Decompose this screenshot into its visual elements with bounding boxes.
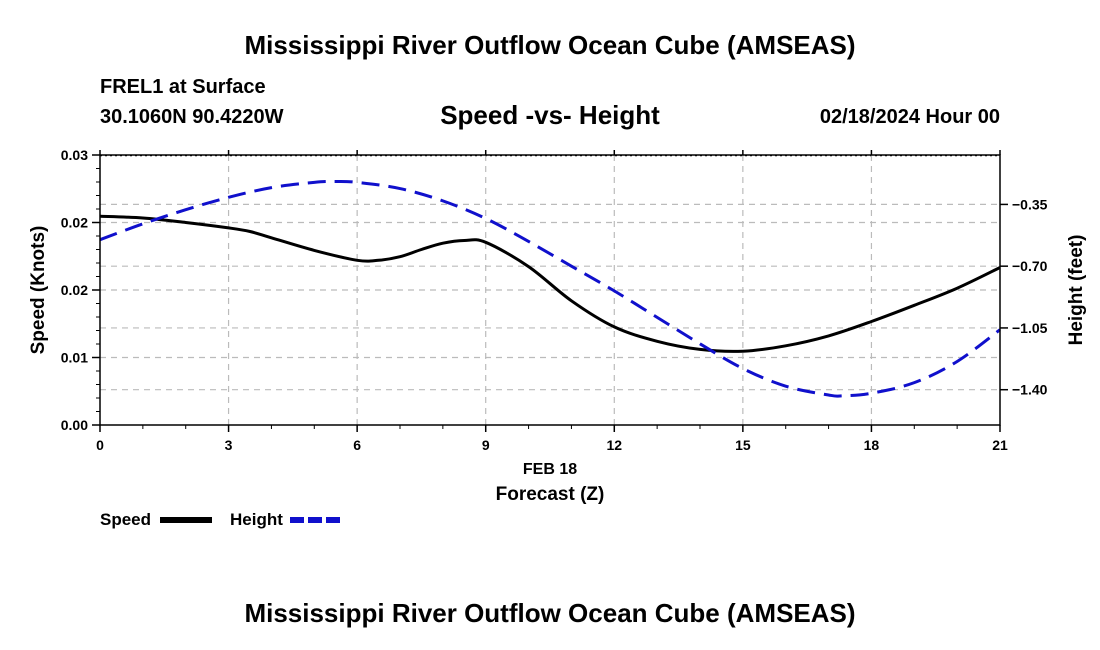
x-tick-label: 21 (992, 437, 1008, 453)
x-date-label: FEB 18 (523, 461, 577, 478)
x-tick-label: 15 (735, 437, 751, 453)
station-coordinates: 30.1060N 90.4220W (100, 106, 284, 128)
y-left-tick-label: 0.02 (61, 215, 88, 231)
legend-layer: Speed Height (100, 510, 343, 529)
y-left-tick-label: 0.02 (61, 282, 88, 298)
y-right-tick-label: −1.05 (1012, 320, 1048, 336)
plot-title: Speed -vs- Height (440, 100, 660, 130)
x-tick-label: 9 (482, 437, 490, 453)
legend-speed-label: Speed (100, 510, 151, 529)
chart-main-title: Mississippi River Outflow Ocean Cube (AM… (244, 30, 856, 60)
x-tick-label: 12 (606, 437, 622, 453)
speed-series-line (99, 214, 1001, 353)
y-right-tick-label: −0.35 (1012, 196, 1048, 212)
x-tick-label: 18 (864, 437, 880, 453)
forecast-datetime: 02/18/2024 Hour 00 (819, 106, 1000, 128)
series-layer (99, 179, 1001, 398)
x-tick-label: 6 (353, 437, 361, 453)
y-right-axis-label: Height (feet) (1066, 235, 1087, 346)
y-left-tick-label: 0.01 (61, 350, 88, 366)
x-tick-label: 0 (96, 437, 104, 453)
y-left-tick-label: 0.03 (61, 147, 88, 163)
y-right-tick-label: −0.70 (1012, 258, 1048, 274)
footer-title: Mississippi River Outflow Ocean Cube (AM… (244, 598, 856, 628)
station-label: FREL1 at Surface (100, 76, 266, 98)
y-right-tick-label: −1.40 (1012, 382, 1048, 398)
x-tick-label: 3 (225, 437, 233, 453)
y-left-axis-label: Speed (Knots) (28, 226, 49, 355)
legend-height-label: Height (230, 510, 283, 529)
y-left-tick-label: 0.00 (61, 417, 88, 433)
x-axis-label: Forecast (Z) (496, 484, 605, 505)
axes-layer: 0 3 6 9 12 15 18 21 0.00 0.01 0.02 0.02 0.03 −0.35 −0.… (28, 147, 1087, 505)
height-series-line (99, 179, 1001, 398)
